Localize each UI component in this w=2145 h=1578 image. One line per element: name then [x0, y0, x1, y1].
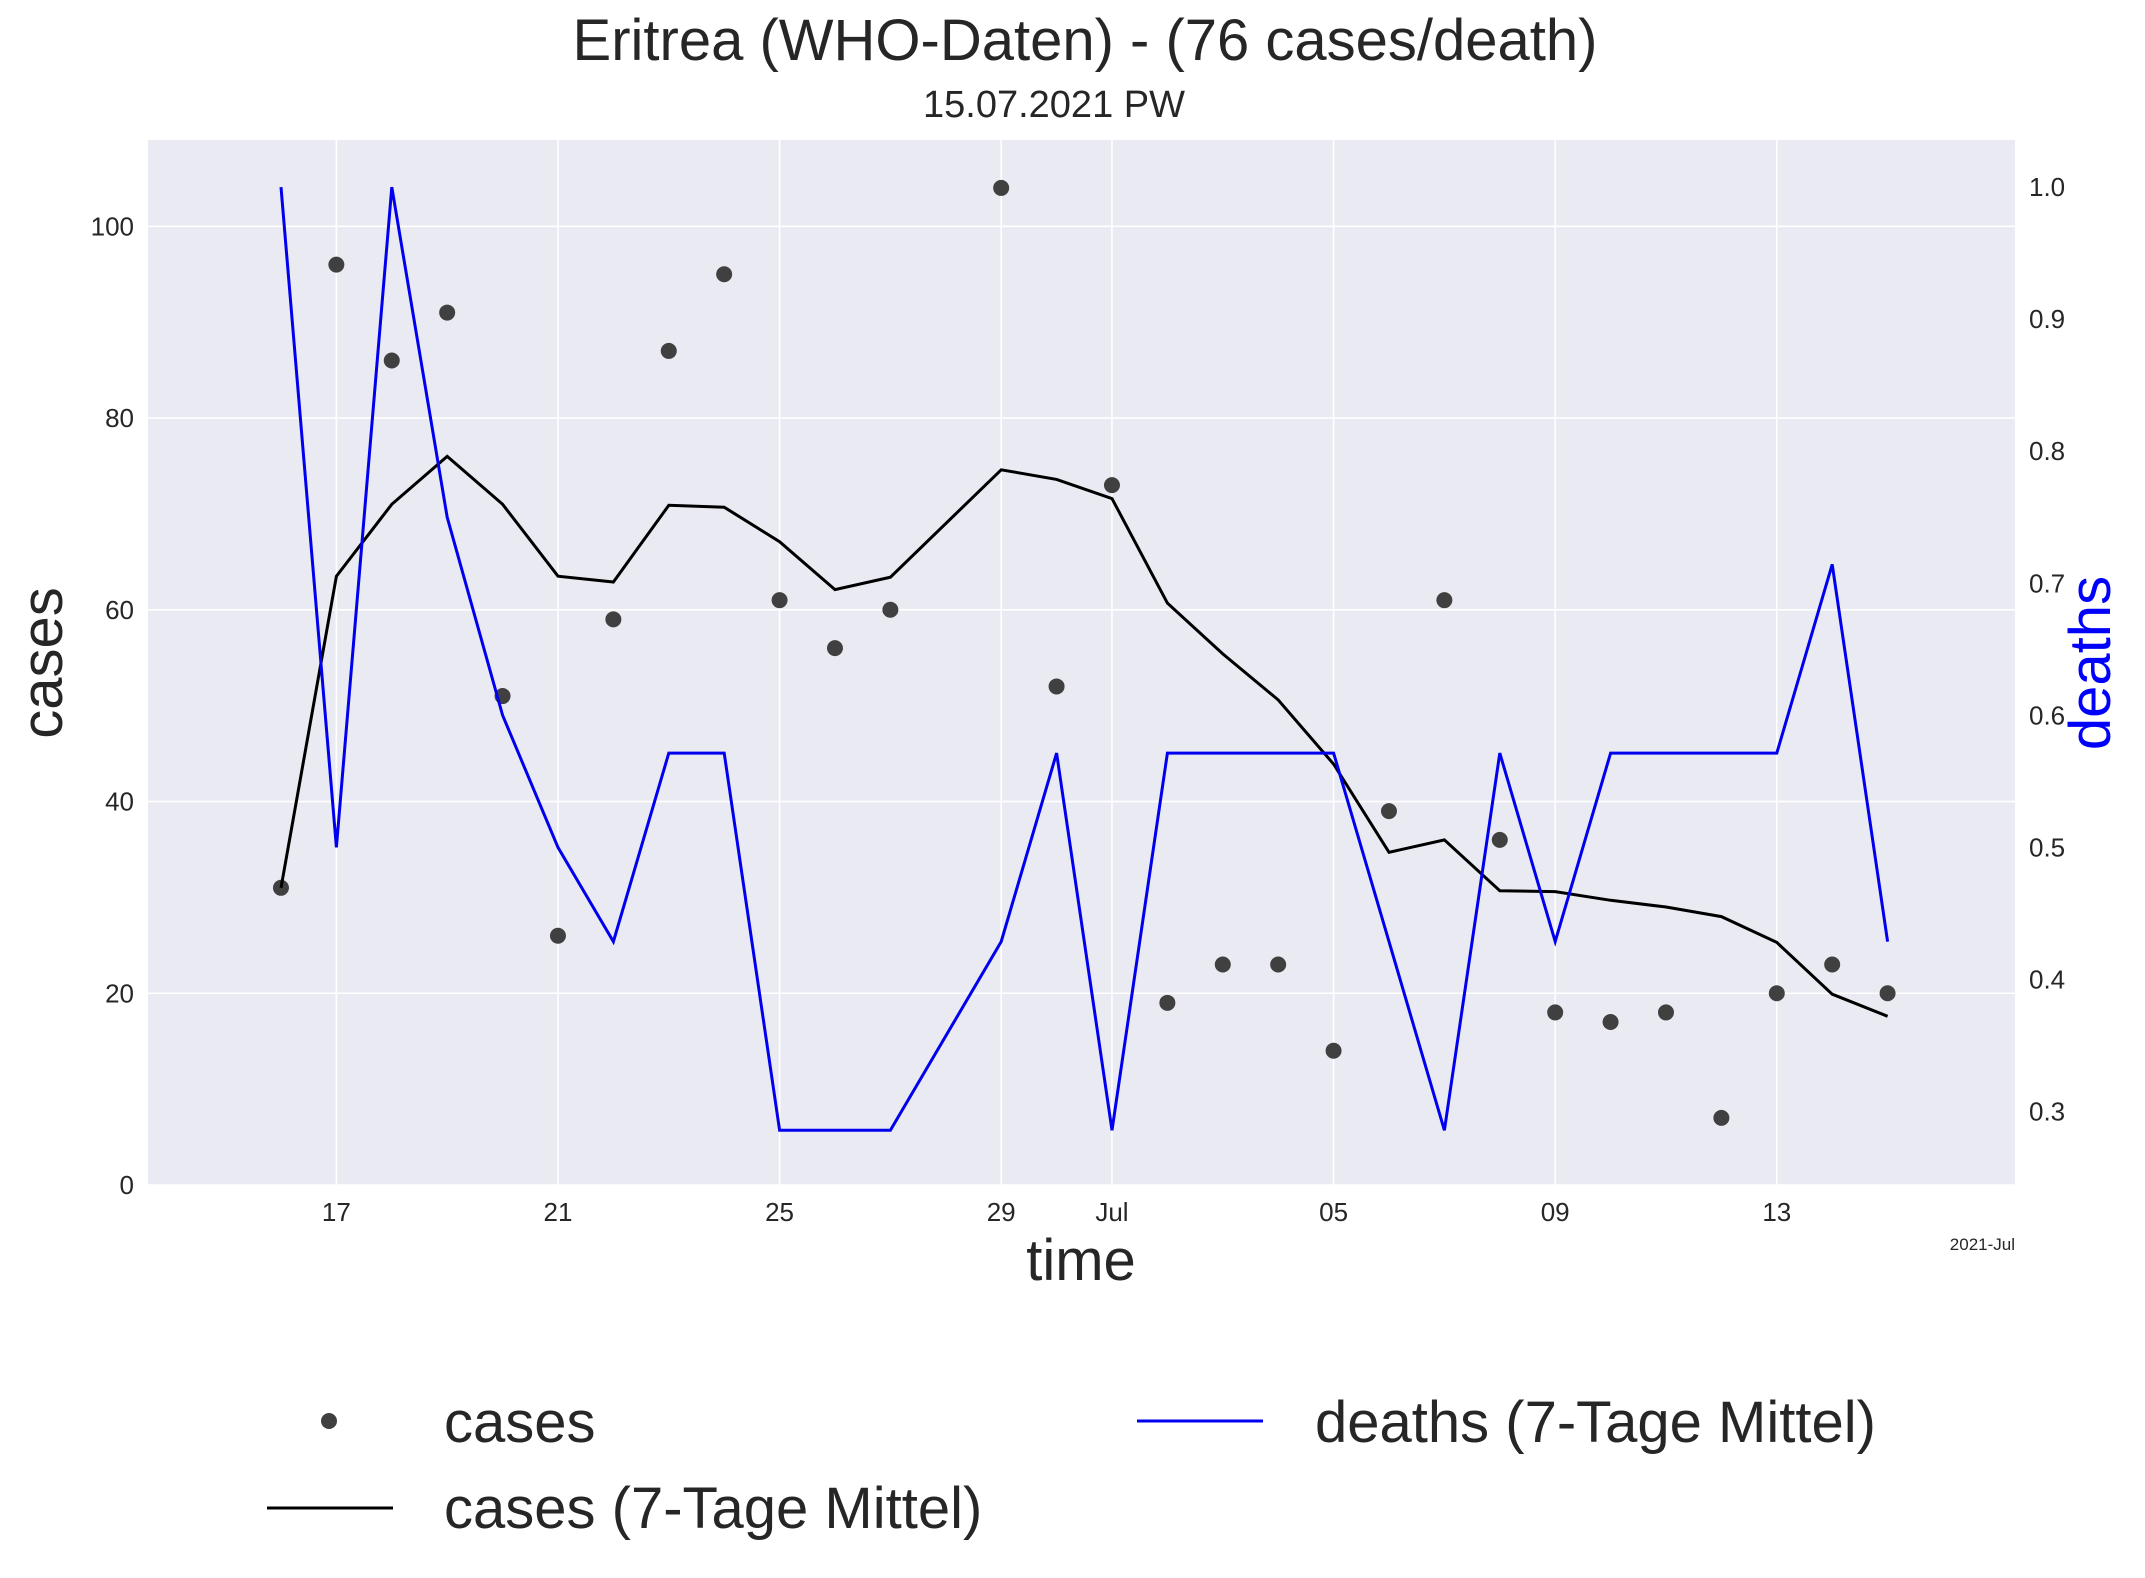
data-point-cases [1103, 477, 1120, 494]
y2-tick-label: 0.3 [2029, 1096, 2065, 1126]
y2-tick-label: 0.6 [2029, 700, 2065, 730]
series-layer [272, 179, 1896, 1132]
y-tick-label: 20 [105, 978, 134, 1008]
x-tick-label: 29 [987, 1197, 1016, 1227]
y2-axis-label: deaths [2058, 576, 2123, 750]
series-line-deaths-7-tage-mittel [279, 186, 1890, 1132]
series-line-cases-7-tage-mittel [279, 454, 1889, 1018]
x-tick-label: 13 [1762, 1197, 1791, 1227]
data-point-cases [272, 879, 289, 896]
data-point-cases [1713, 1109, 1730, 1126]
y2-tick-label: 0.9 [2029, 304, 2065, 334]
data-point-cases [1325, 1042, 1342, 1059]
x-tick-label: 17 [322, 1197, 351, 1227]
y-tick-label: 60 [105, 595, 134, 625]
y-tick-label: 40 [105, 787, 134, 817]
data-point-cases [549, 927, 566, 944]
data-point-cases [1657, 1004, 1674, 1021]
data-point-cases [1491, 831, 1508, 848]
x-tick-label: 25 [765, 1197, 794, 1227]
data-point-cases [826, 640, 843, 657]
legend-label-cases-avg: cases (7-Tage Mittel) [444, 1476, 982, 1541]
chart-title: Eritrea (WHO-Daten) - (76 cases/death) [573, 8, 1598, 73]
y2-tick-label: 0.8 [2029, 436, 2065, 466]
y-tick-label: 100 [91, 211, 134, 241]
data-point-cases [1270, 956, 1287, 973]
legend-label-deaths-avg: deaths (7-Tage Mittel) [1315, 1390, 1876, 1455]
y-axis-label: cases [10, 587, 75, 739]
y-ticks: 0 20 40 60 80 100 [91, 211, 134, 1200]
y2-tick-label: 0.5 [2029, 832, 2065, 862]
data-point-cases [383, 352, 400, 369]
x-offset-label: 2021-Jul [1950, 1235, 2015, 1254]
legend-marker-cases [321, 1413, 337, 1429]
legend-label-cases: cases [444, 1390, 596, 1455]
data-point-cases [1436, 592, 1453, 609]
grid-lines [148, 140, 2015, 1186]
x-tick-label: 09 [1541, 1197, 1570, 1227]
data-point-cases [771, 592, 788, 609]
x-ticks: 17 21 25 29 Jul 05 09 13 [322, 1197, 1791, 1227]
y2-ticks: 0.3 0.4 0.5 0.6 0.7 0.8 0.9 1.0 [2029, 172, 2065, 1126]
data-point-cases [1380, 803, 1397, 820]
plot-area [148, 140, 2015, 1185]
data-point-cases [439, 304, 456, 321]
chart-subtitle: 15.07.2021 PW [923, 84, 1185, 126]
data-point-cases [605, 611, 622, 628]
data-point-cases [1768, 985, 1785, 1002]
data-point-cases [1159, 994, 1176, 1011]
data-point-cases [1824, 956, 1841, 973]
data-point-cases [716, 266, 733, 283]
y2-tick-label: 1.0 [2029, 172, 2065, 202]
data-point-cases [1879, 985, 1896, 1002]
y-tick-label: 80 [105, 403, 134, 433]
data-point-cases [1214, 956, 1231, 973]
x-tick-label: 21 [544, 1197, 573, 1227]
y2-tick-label: 0.7 [2029, 568, 2065, 598]
x-tick-label: 05 [1319, 1197, 1348, 1227]
data-point-cases [660, 342, 677, 359]
data-point-cases [882, 601, 899, 618]
y2-tick-label: 0.4 [2029, 964, 2065, 994]
data-point-cases [993, 179, 1010, 196]
x-axis-label: time [1026, 1228, 1136, 1293]
data-point-cases [1048, 678, 1065, 695]
data-point-cases [1602, 1014, 1619, 1031]
data-point-cases [1547, 1004, 1564, 1021]
legend: cases cases (7-Tage Mittel) deaths (7-Ta… [267, 1390, 1876, 1541]
x-tick-label: Jul [1095, 1197, 1128, 1227]
y-tick-label: 0 [120, 1170, 134, 1200]
data-point-cases [328, 256, 345, 273]
